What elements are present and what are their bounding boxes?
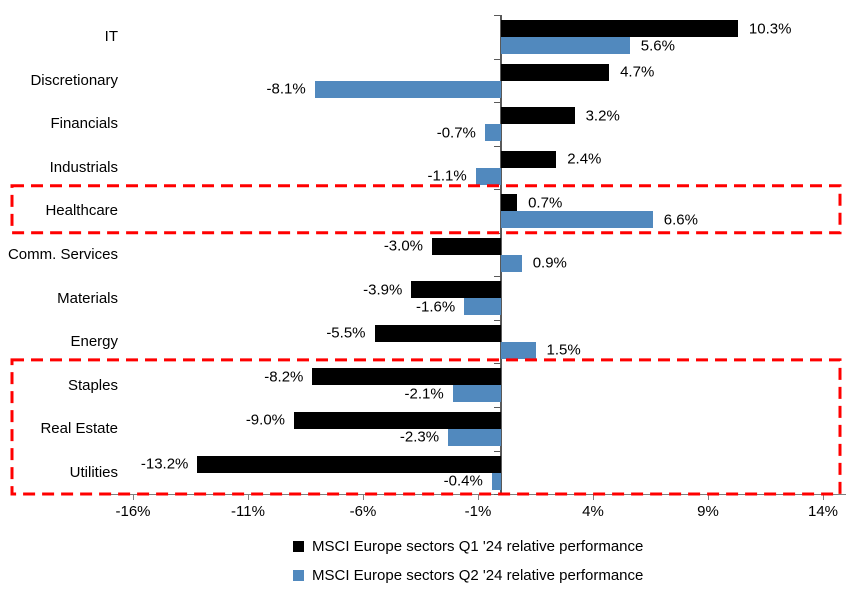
x-axis-tick bbox=[248, 494, 249, 500]
x-axis-tick-label: 9% bbox=[697, 503, 719, 520]
bar-q1-comm-services bbox=[432, 237, 501, 255]
bar-q2-comm-services bbox=[501, 254, 522, 272]
y-axis-tick bbox=[494, 15, 501, 16]
bar-q1-industrials bbox=[501, 150, 557, 168]
value-label-q2-industrials: -1.1% bbox=[427, 167, 467, 185]
value-label-q2-discretionary: -8.1% bbox=[266, 80, 306, 98]
y-axis-tick bbox=[494, 58, 501, 60]
value-label-q2-utilities: -0.4% bbox=[443, 472, 483, 490]
category-label-staples: Staples bbox=[67, 376, 118, 394]
x-axis-tick-label: 14% bbox=[807, 503, 839, 520]
x-axis-tick bbox=[478, 494, 479, 500]
x-axis-tick-label: -11% bbox=[231, 503, 265, 520]
category-label-materials: Materials bbox=[57, 289, 118, 307]
x-axis-tick-label: -6% bbox=[349, 503, 377, 520]
x-axis-tick bbox=[708, 494, 709, 500]
x-axis-tick bbox=[363, 494, 364, 500]
y-axis-tick bbox=[494, 102, 501, 104]
value-label-q1-real-estate: -9.0% bbox=[245, 411, 285, 429]
category-label-energy: Energy bbox=[70, 333, 118, 351]
x-axis-tick-label: 4% bbox=[582, 503, 604, 520]
category-label-utilities: Utilities bbox=[69, 463, 118, 481]
legend-swatch-q1-icon bbox=[293, 540, 304, 552]
category-label-comm-services: Comm. Services bbox=[7, 246, 118, 264]
value-label-q2-financials: -0.7% bbox=[436, 124, 476, 142]
bar-q2-industrials bbox=[475, 167, 501, 185]
value-label-q2-real-estate: -2.3% bbox=[399, 428, 440, 446]
category-label-it: IT bbox=[104, 28, 118, 46]
legend-label-q2: MSCI Europe sectors Q2 '24 relative perf… bbox=[312, 566, 644, 584]
y-axis-tick bbox=[494, 276, 501, 278]
value-label-q1-industrials: 2.4% bbox=[567, 150, 602, 168]
bar-q2-materials bbox=[464, 298, 501, 316]
value-label-q1-staples: -8.2% bbox=[264, 368, 304, 386]
value-label-q1-it: 10.3% bbox=[748, 20, 792, 37]
bar-q1-utilities bbox=[197, 455, 501, 473]
value-label-q2-materials: -1.6% bbox=[416, 298, 456, 316]
legend: MSCI Europe sectors Q1 '24 relative perf… bbox=[293, 535, 643, 593]
y-axis-tick bbox=[494, 189, 501, 191]
category-label-healthcare: Healthcare bbox=[45, 202, 118, 220]
legend-item-q2: MSCI Europe sectors Q2 '24 relative perf… bbox=[293, 564, 643, 586]
highlight-healthcare bbox=[10, 184, 842, 235]
bar-q1-materials bbox=[411, 281, 501, 299]
bar-q1-healthcare bbox=[501, 194, 518, 212]
legend-swatch-q2-icon bbox=[293, 569, 304, 581]
bar-q2-energy bbox=[501, 341, 536, 359]
bar-q1-financials bbox=[501, 107, 575, 125]
bar-q1-discretionary bbox=[501, 63, 610, 81]
bar-q2-financials bbox=[484, 124, 501, 142]
y-axis-line bbox=[500, 15, 502, 494]
value-label-q1-energy: -5.5% bbox=[326, 324, 366, 342]
category-label-real-estate: Real Estate bbox=[40, 420, 118, 438]
y-axis-tick bbox=[494, 406, 501, 408]
category-label-financials: Financials bbox=[50, 115, 118, 133]
y-axis-tick bbox=[494, 450, 501, 452]
bar-q2-discretionary bbox=[314, 80, 501, 98]
bar-q1-energy bbox=[374, 324, 501, 342]
value-label-q1-discretionary: 4.7% bbox=[620, 63, 655, 81]
value-label-q2-energy: 1.5% bbox=[546, 341, 581, 359]
category-label-discretionary: Discretionary bbox=[30, 71, 118, 89]
y-axis-tick bbox=[494, 319, 501, 321]
value-label-q2-staples: -2.1% bbox=[404, 385, 444, 403]
bar-q1-staples bbox=[312, 368, 501, 386]
x-axis-tick bbox=[823, 494, 824, 500]
bar-q2-utilities bbox=[491, 472, 501, 490]
value-label-q2-comm-services: 0.9% bbox=[532, 254, 567, 272]
value-label-q2-it: 5.6% bbox=[640, 37, 675, 54]
bar-q2-it bbox=[501, 37, 630, 54]
legend-item-q1: MSCI Europe sectors Q1 '24 relative perf… bbox=[293, 535, 643, 557]
value-label-q1-materials: -3.9% bbox=[363, 281, 403, 299]
y-axis-tick bbox=[494, 363, 501, 365]
value-label-q2-healthcare: 6.6% bbox=[663, 211, 698, 229]
category-label-industrials: Industrials bbox=[49, 158, 118, 176]
value-label-q1-healthcare: 0.7% bbox=[528, 194, 563, 212]
y-axis-tick bbox=[494, 494, 501, 496]
x-axis-tick-label: -1% bbox=[464, 503, 492, 520]
bar-q2-healthcare bbox=[501, 211, 653, 229]
x-axis-tick bbox=[133, 494, 134, 500]
value-label-q1-comm-services: -3.0% bbox=[383, 237, 423, 255]
y-axis-tick bbox=[494, 145, 501, 147]
legend-label-q1: MSCI Europe sectors Q1 '24 relative perf… bbox=[312, 537, 644, 555]
value-label-q1-financials: 3.2% bbox=[585, 107, 620, 125]
x-axis-tick-label: -16% bbox=[115, 503, 151, 520]
value-label-q1-utilities: -13.2% bbox=[140, 455, 189, 473]
bar-q2-real-estate bbox=[448, 428, 501, 446]
x-axis-tick bbox=[593, 494, 594, 500]
bar-q1-real-estate bbox=[294, 411, 501, 429]
bar-q1-it bbox=[501, 20, 738, 37]
y-axis-tick bbox=[494, 232, 501, 234]
bar-q2-staples bbox=[452, 385, 501, 403]
